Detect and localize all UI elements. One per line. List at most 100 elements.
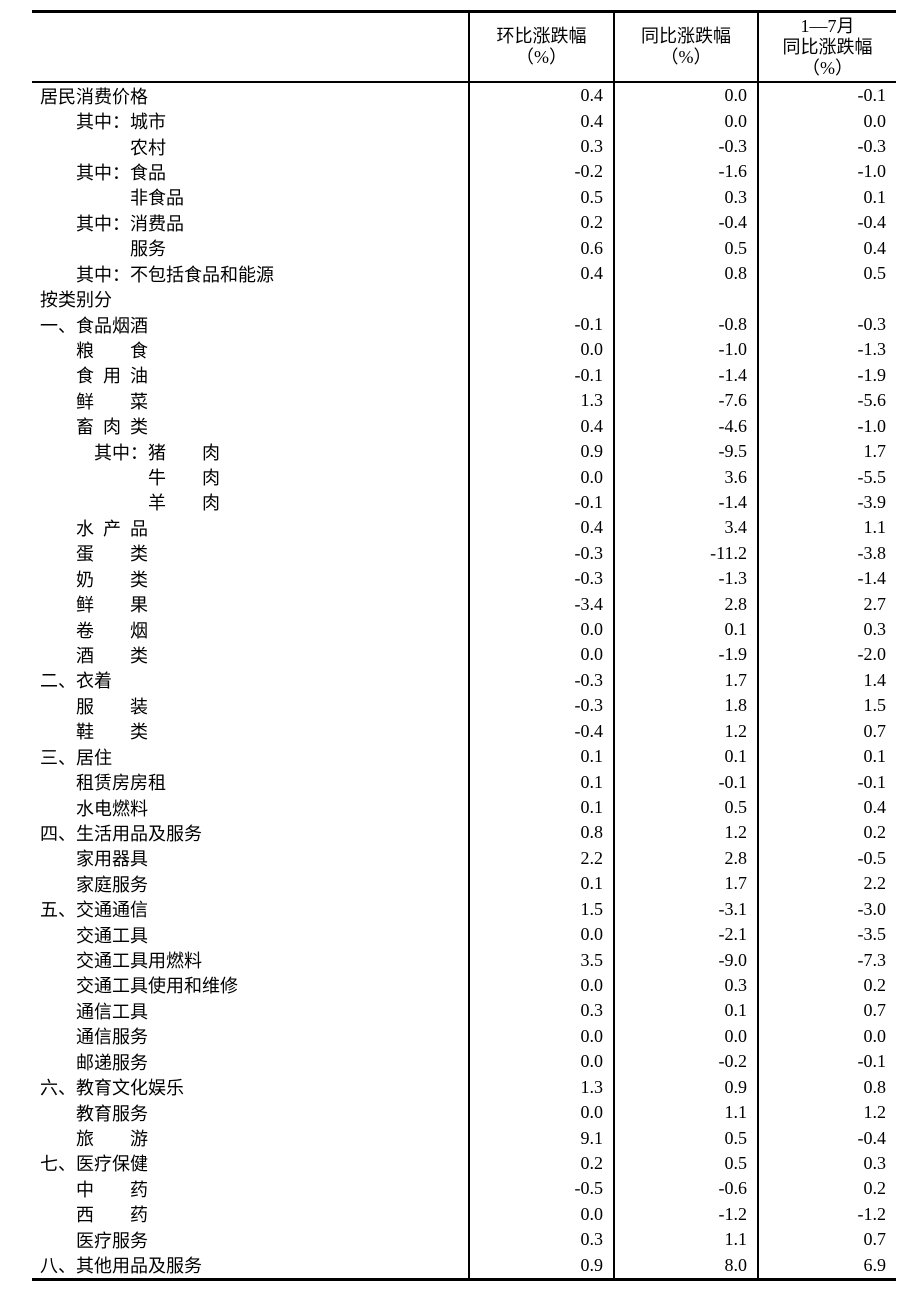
value-cell: 0.1: [757, 184, 896, 211]
row-label: 西 药: [76, 1205, 148, 1226]
value-cell: 0.0: [757, 1023, 896, 1050]
value-cell: 1.3: [468, 1074, 613, 1100]
value-cell: 0.0: [468, 616, 613, 643]
row-label: 水 产 品: [76, 518, 148, 539]
row-label: 鲜 果: [76, 595, 148, 616]
value-cell: 0.3: [757, 1150, 896, 1177]
value-cell: 0.2: [757, 820, 896, 846]
value-cell: 0.1: [468, 743, 613, 770]
table-row: 一、食品烟酒 -0.1 -0.8 -0.3: [32, 311, 896, 338]
value-cell: 3.5: [468, 947, 613, 973]
value-cell: 1.2: [613, 820, 757, 846]
value-cell: -1.3: [613, 566, 757, 592]
value-cell: -5.6: [757, 388, 896, 414]
table-row: 水 产 品 0.4 3.4 1.1: [32, 515, 896, 541]
row-label: 旅 游: [76, 1129, 148, 1150]
table-row: 水电燃料 0.1 0.5 0.4: [32, 794, 896, 821]
value-cell: 0.8: [757, 1074, 896, 1100]
table-row: 粮 食 0.0 -1.0 -1.3: [32, 337, 896, 363]
value-cell: -0.8: [613, 311, 757, 338]
table-row: 畜 肉 类 0.4 -4.6 -1.0: [32, 413, 896, 439]
value-cell: -0.1: [468, 311, 613, 338]
value-cell: 6.9: [757, 1252, 896, 1278]
row-label: 家庭服务: [76, 874, 148, 895]
value-cell: 0.0: [757, 108, 896, 134]
table-row: 租赁房房租 0.1 -0.1 -0.1: [32, 769, 896, 795]
value-cell: [757, 286, 896, 312]
value-cell: 0.0: [468, 1049, 613, 1075]
row-label: 水电燃料: [76, 798, 148, 819]
value-cell: -7.6: [613, 388, 757, 414]
row-label: 七、医疗保健: [40, 1154, 148, 1175]
value-cell: 0.0: [468, 1099, 613, 1126]
table-row: 交通工具使用和维修 0.0 0.3 0.2: [32, 972, 896, 999]
value-cell: -4.6: [613, 413, 757, 439]
column-header-yoy: 同比涨跌幅 （%）: [613, 13, 757, 81]
value-cell: -0.1: [468, 362, 613, 389]
column-header-line: （%）: [516, 47, 567, 67]
value-cell: 0.1: [757, 743, 896, 770]
value-cell: 0.1: [613, 743, 757, 770]
row-label: 卷 烟: [76, 620, 148, 641]
table-row: 居民消费价格 0.4 0.0 -0.1: [32, 83, 896, 109]
value-cell: 0.4: [468, 260, 613, 287]
value-cell: 0.3: [468, 133, 613, 160]
value-cell: 0.8: [613, 260, 757, 287]
value-cell: 1.7: [613, 871, 757, 897]
row-label: 农村: [130, 137, 166, 158]
value-cell: 0.0: [468, 1023, 613, 1050]
row-label: 交通工具: [76, 925, 148, 946]
value-cell: [468, 286, 613, 312]
value-cell: -0.1: [757, 83, 896, 109]
value-cell: 0.1: [613, 998, 757, 1024]
table-row: 三、居住 0.1 0.1 0.1: [32, 743, 896, 770]
value-cell: -0.1: [757, 1049, 896, 1075]
table-row: 西 药 0.0 -1.2 -1.2: [32, 1201, 896, 1227]
value-cell: -1.4: [613, 362, 757, 389]
value-cell: -3.5: [757, 921, 896, 948]
row-label: 粮 食: [76, 340, 148, 361]
table-row: 教育服务 0.0 1.1 1.2: [32, 1099, 896, 1126]
value-cell: 0.0: [613, 1023, 757, 1050]
value-cell: -0.3: [468, 566, 613, 592]
row-label: 租赁房房租: [76, 773, 166, 794]
value-cell: 0.9: [613, 1074, 757, 1100]
row-label: 医疗服务: [76, 1230, 148, 1251]
value-cell: 0.5: [468, 184, 613, 211]
value-cell: -0.2: [613, 1049, 757, 1075]
value-cell: 0.0: [468, 921, 613, 948]
row-label: 通信服务: [76, 1027, 148, 1048]
value-cell: -3.0: [757, 896, 896, 922]
row-label: 蛋 类: [76, 544, 148, 565]
table-row: 按类别分: [32, 286, 896, 312]
table-row: 中 药 -0.5 -0.6 0.2: [32, 1176, 896, 1202]
column-header-line: （%）: [802, 57, 853, 78]
value-cell: -0.3: [468, 540, 613, 567]
value-cell: -1.4: [757, 566, 896, 592]
row-label: 六、教育文化娱乐: [40, 1078, 184, 1099]
table-row: 八、其他用品及服务 0.9 8.0 6.9: [32, 1252, 896, 1278]
value-cell: 0.4: [468, 515, 613, 541]
value-cell: -1.0: [757, 159, 896, 185]
table-row: 鞋 类 -0.4 1.2 0.7: [32, 718, 896, 744]
table-row: 邮递服务 0.0 -0.2 -0.1: [32, 1049, 896, 1075]
value-cell: -1.0: [613, 337, 757, 363]
value-cell: -3.8: [757, 540, 896, 567]
value-cell: 0.8: [468, 820, 613, 846]
value-cell: 0.4: [468, 413, 613, 439]
table-row: 其中：消费品 0.2 -0.4 -0.4: [32, 210, 896, 236]
value-cell: -0.4: [468, 718, 613, 744]
row-label: 鞋 类: [76, 722, 148, 743]
table-row: 家庭服务 0.1 1.7 2.2: [32, 871, 896, 897]
table-row: 奶 类 -0.3 -1.3 -1.4: [32, 566, 896, 592]
row-label: 通信工具: [76, 1001, 148, 1022]
column-header-line: 环比涨跌幅: [496, 26, 587, 46]
value-cell: -3.4: [468, 591, 613, 617]
value-cell: 0.7: [757, 1226, 896, 1253]
value-cell: 1.7: [613, 667, 757, 694]
column-header-mom: 环比涨跌幅 （%）: [468, 13, 613, 81]
row-label: 牛 肉: [148, 468, 220, 489]
table-row: 牛 肉 0.0 3.6 -5.5: [32, 464, 896, 490]
value-cell: [613, 286, 757, 312]
